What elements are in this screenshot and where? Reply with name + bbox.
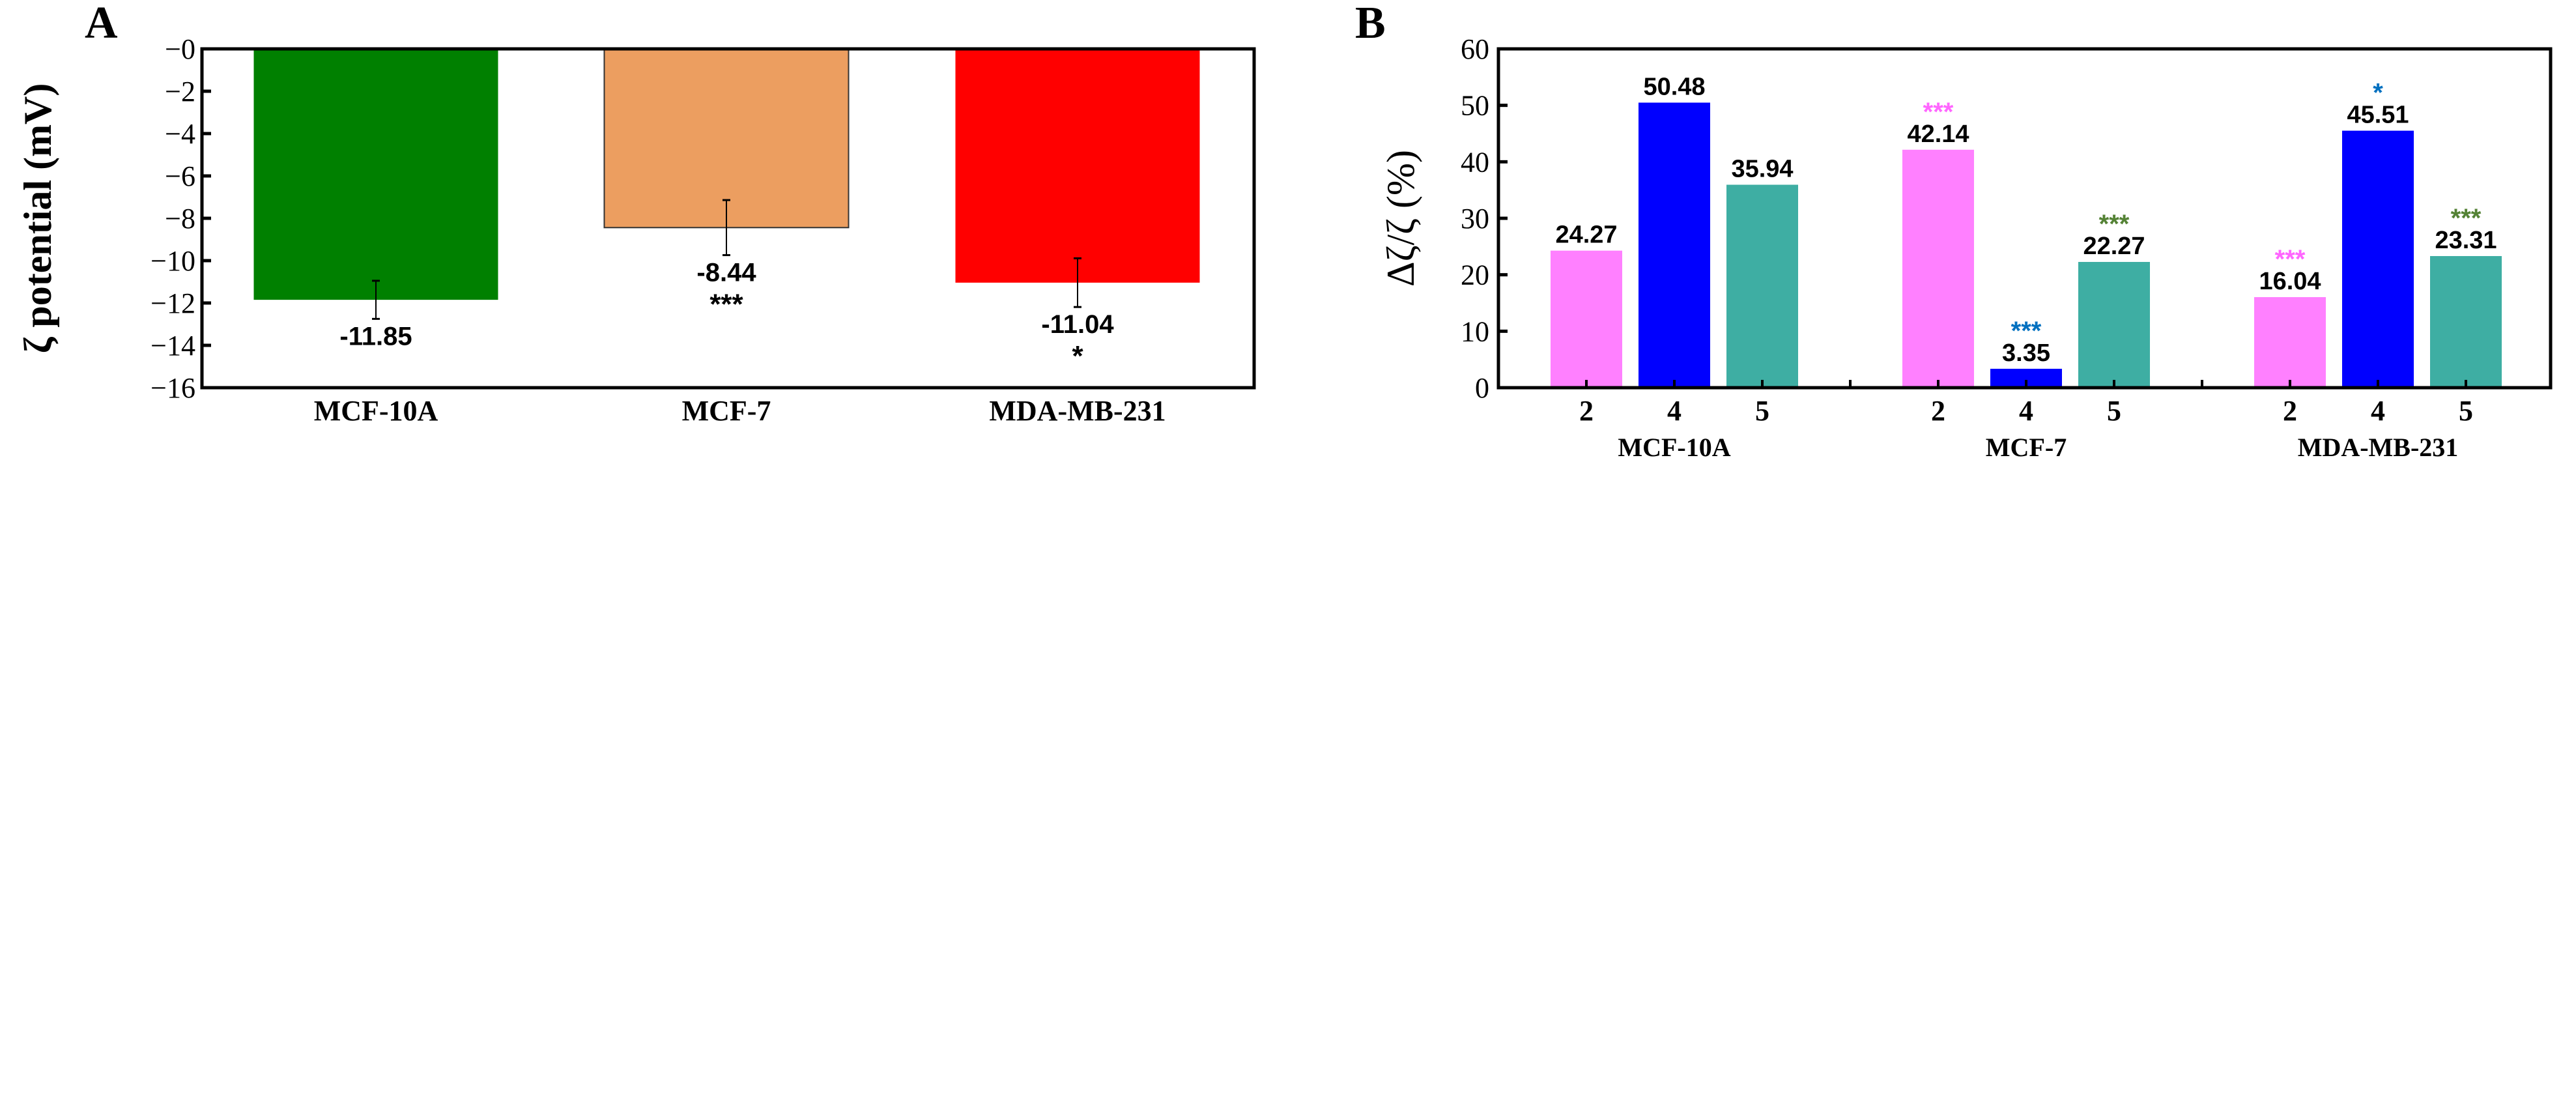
x-tick-label: MCF-10A	[314, 395, 438, 427]
significance-stars: *	[1072, 340, 1083, 372]
y-axis-label: Δζ/ζ (%)	[1379, 150, 1422, 287]
significance-stars: *	[2373, 79, 2383, 108]
x-subtick-label: 5	[2107, 395, 2121, 427]
x-subtick-label: 5	[2459, 395, 2473, 427]
value-label: -11.85	[339, 322, 412, 351]
bar-mcf-7-5	[2078, 261, 2150, 388]
y-tick-label: 20	[1461, 259, 1489, 291]
y-tick-label: 30	[1461, 203, 1489, 235]
value-label: 3.35	[2002, 339, 2050, 367]
x-subtick-label: 2	[2283, 395, 2297, 427]
x-subtick-label: 4	[2371, 395, 2385, 427]
bar-mda-mb-231	[955, 49, 1200, 283]
significance-stars: ***	[709, 289, 743, 321]
x-group-label: MDA-MB-231	[2298, 433, 2459, 462]
y-tick-label: 0	[1475, 372, 1489, 404]
x-group-label: MCF-7	[1986, 433, 2067, 462]
bar-mda-mb-231-5	[2430, 255, 2502, 388]
bar-mcf-7	[603, 48, 850, 229]
bar-mda-mb-231-4	[2342, 130, 2414, 388]
y-tick-label: −8	[165, 203, 195, 235]
y-tick-label: −10	[150, 245, 195, 277]
panel-a-label: A	[85, 0, 118, 48]
value-label: -11.04	[1041, 310, 1114, 339]
significance-stars: ***	[2451, 204, 2482, 233]
y-tick-label: −2	[165, 76, 195, 108]
value-label: 50.48	[1643, 74, 1705, 101]
x-tick-label: MCF-7	[682, 395, 771, 427]
value-label: 16.04	[2259, 268, 2321, 295]
bar-mcf-10a-5	[1726, 184, 1798, 388]
y-tick-label: −12	[150, 287, 195, 319]
x-subtick-label: 5	[1755, 395, 1769, 427]
bar-mcf-10a	[253, 49, 498, 300]
bar-mcf-7-2	[1902, 149, 1974, 388]
value-label: 35.94	[1731, 156, 1793, 183]
x-tick-label: MDA-MB-231	[989, 395, 1166, 427]
bar-mcf-10a-2	[1551, 250, 1622, 388]
y-tick-label: −16	[150, 372, 195, 404]
x-subtick-label: 2	[1931, 395, 1945, 427]
significance-stars: ***	[2099, 210, 2130, 238]
value-label: 23.31	[2435, 227, 2497, 254]
x-subtick-label: 4	[2019, 395, 2033, 427]
panel-a-chart: -11.85 MCF-10A -8.44*** MCF-7 -11.04* MDA-MB-…	[16, 33, 1256, 427]
x-group-label: MCF-10A	[1618, 433, 1730, 462]
y-tick-label: 40	[1461, 146, 1489, 178]
bar-mda-mb-231-2	[2254, 296, 2326, 388]
panel-b-label: B	[1355, 0, 1386, 48]
significance-stars: ***	[1923, 98, 1954, 126]
x-subtick-label: 4	[1667, 395, 1682, 427]
significance-stars: ***	[2275, 245, 2306, 274]
y-axis-label: ζ potential (mV)	[16, 83, 59, 354]
significance-stars: ***	[2011, 317, 2042, 345]
y-tick-label: −14	[150, 330, 195, 362]
bar-mcf-10a-4	[1639, 102, 1710, 388]
y-tick-label: 10	[1461, 315, 1489, 347]
x-subtick-label: 2	[1579, 395, 1594, 427]
value-label: 22.27	[2083, 233, 2145, 260]
value-label: 45.51	[2347, 102, 2409, 129]
value-label: -8.44	[696, 259, 756, 287]
y-tick-label: −6	[165, 160, 195, 192]
panel-b-chart: 24.27242.14***216.04***250.4843.35***445…	[1379, 33, 2553, 462]
value-label: 42.14	[1907, 121, 1969, 148]
y-tick-label: 50	[1461, 90, 1489, 122]
y-tick-label: −4	[165, 118, 195, 150]
value-label: 24.27	[1555, 222, 1617, 249]
y-tick-label: 60	[1461, 33, 1489, 65]
y-tick-label: −0	[165, 33, 195, 65]
